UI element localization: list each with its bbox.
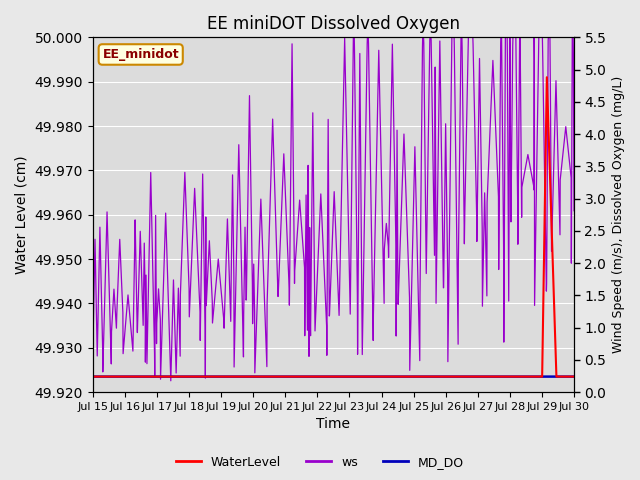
Text: EE_minidot: EE_minidot [102,48,179,61]
Legend: WaterLevel, ws, MD_DO: WaterLevel, ws, MD_DO [171,451,469,474]
Title: EE miniDOT Dissolved Oxygen: EE miniDOT Dissolved Oxygen [207,15,460,33]
X-axis label: Time: Time [316,418,351,432]
Y-axis label: Wind Speed (m/s), Dissolved Oxygen (mg/L): Wind Speed (m/s), Dissolved Oxygen (mg/L… [612,76,625,353]
Y-axis label: Water Level (cm): Water Level (cm) [15,156,29,274]
